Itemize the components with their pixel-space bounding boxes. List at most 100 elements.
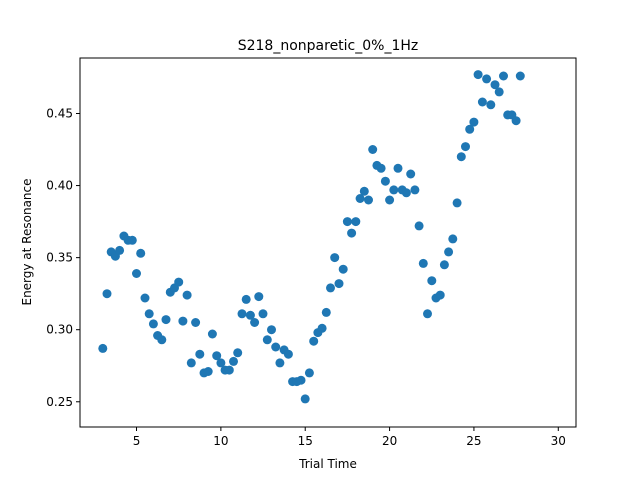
data-point xyxy=(102,289,112,299)
data-point xyxy=(465,124,475,134)
data-point xyxy=(477,97,487,107)
data-point xyxy=(132,269,141,278)
data-point xyxy=(380,176,390,186)
data-point xyxy=(456,152,466,162)
data-point xyxy=(212,351,222,361)
data-points xyxy=(98,70,525,404)
data-point xyxy=(439,260,449,270)
data-point xyxy=(359,186,369,196)
data-point xyxy=(317,323,327,333)
data-point xyxy=(355,194,365,203)
plot-frame xyxy=(79,57,577,428)
y-tick-label: 0.40 xyxy=(46,179,73,193)
data-point xyxy=(207,329,217,339)
data-point xyxy=(330,253,340,263)
data-point xyxy=(393,163,403,173)
data-point xyxy=(321,307,331,317)
data-point xyxy=(452,198,462,208)
data-point xyxy=(515,71,525,81)
data-point xyxy=(338,264,348,274)
y-tick-label: 0.30 xyxy=(46,323,73,337)
data-point xyxy=(182,290,192,300)
data-point xyxy=(418,258,428,268)
data-point xyxy=(342,217,352,227)
data-point xyxy=(334,279,344,289)
data-point xyxy=(144,309,154,319)
data-point xyxy=(271,342,281,352)
x-tick-label: 5 xyxy=(133,434,141,448)
data-point xyxy=(435,290,445,300)
data-point xyxy=(195,349,205,359)
chart-title: S218_nonparetic_0%_1Hz xyxy=(238,38,419,54)
data-point xyxy=(254,292,264,302)
x-axis-ticks: 5 10 15 20 25 30 xyxy=(133,427,566,448)
data-point xyxy=(161,315,171,325)
data-point xyxy=(385,195,395,205)
data-point xyxy=(300,394,310,404)
data-point xyxy=(191,318,201,327)
data-point xyxy=(499,71,508,81)
data-point xyxy=(250,318,260,327)
data-point xyxy=(389,185,399,195)
data-point xyxy=(140,293,150,303)
data-point xyxy=(296,375,306,385)
x-axis-label: Trial Time xyxy=(298,457,357,471)
x-tick-label: 20 xyxy=(382,434,397,448)
data-point xyxy=(427,276,437,286)
data-point xyxy=(406,169,416,179)
data-point xyxy=(157,335,167,345)
data-point xyxy=(364,195,373,205)
y-tick-label: 0.25 xyxy=(46,395,73,409)
data-point xyxy=(486,100,496,110)
data-point xyxy=(136,248,146,258)
data-point xyxy=(127,235,137,245)
data-point xyxy=(203,367,213,376)
data-point xyxy=(473,70,483,80)
data-point xyxy=(262,335,272,345)
data-point xyxy=(351,217,361,227)
x-tick-label: 15 xyxy=(298,434,313,448)
data-point xyxy=(469,117,479,127)
y-tick-label: 0.45 xyxy=(46,106,73,120)
y-tick-label: 0.35 xyxy=(46,251,73,265)
data-point xyxy=(326,283,335,293)
data-point xyxy=(309,336,319,346)
data-point xyxy=(423,309,432,319)
x-tick-label: 25 xyxy=(466,434,481,448)
data-point xyxy=(461,142,470,152)
data-point xyxy=(148,319,158,329)
y-axis-ticks: 0.25 0.30 0.35 0.40 0.45 xyxy=(46,106,80,409)
data-point xyxy=(115,245,125,255)
data-point xyxy=(275,358,285,368)
data-point xyxy=(368,145,378,154)
data-point xyxy=(376,163,386,173)
data-point xyxy=(482,74,492,84)
data-point xyxy=(448,234,458,244)
data-point xyxy=(347,228,357,238)
data-point xyxy=(444,247,454,257)
data-point xyxy=(233,348,243,358)
data-point xyxy=(224,365,234,375)
data-point xyxy=(237,309,247,319)
data-point xyxy=(174,277,184,287)
data-point xyxy=(304,368,314,378)
data-point xyxy=(283,349,293,359)
x-tick-label: 30 xyxy=(551,434,566,448)
data-point xyxy=(98,343,108,353)
data-point xyxy=(490,80,500,90)
data-point xyxy=(267,325,276,335)
data-point xyxy=(178,316,188,326)
data-point xyxy=(410,185,420,195)
data-point xyxy=(186,358,196,368)
data-point xyxy=(258,309,268,319)
data-point xyxy=(216,358,226,368)
data-point xyxy=(229,356,238,366)
data-point xyxy=(511,116,521,126)
data-point xyxy=(401,188,411,198)
data-point xyxy=(494,87,504,97)
data-point xyxy=(241,294,251,304)
y-axis-label: Energy at Resonance xyxy=(20,178,34,305)
data-point xyxy=(245,310,255,320)
